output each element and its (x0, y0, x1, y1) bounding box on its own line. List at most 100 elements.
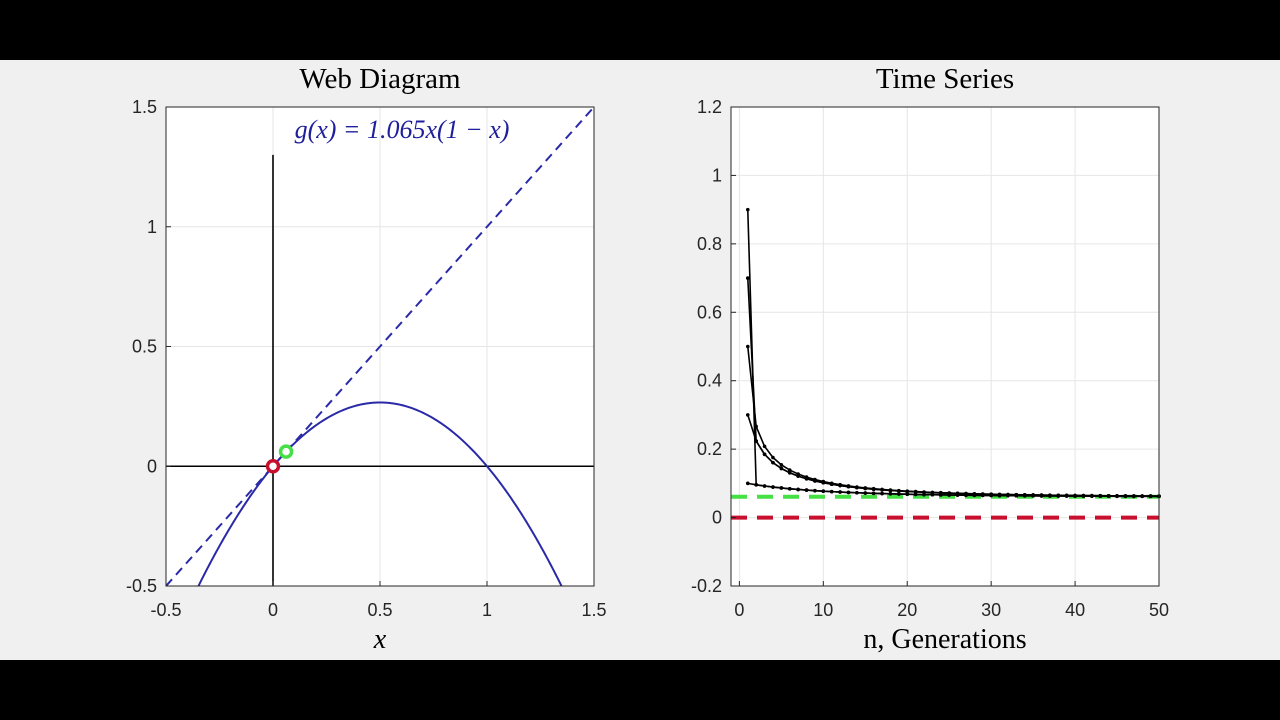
ts-x-tick-label: 30 (981, 600, 1001, 620)
orbit-point (1140, 494, 1145, 499)
web-y-tick-label: 0.5 (132, 337, 157, 357)
web-y-tick-label: 1 (147, 217, 157, 237)
orbit-point (880, 491, 884, 496)
web-x-tick-label: 0.5 (367, 600, 392, 620)
orbit-point (871, 491, 876, 496)
orbit-point (762, 452, 767, 457)
ts-y-tick-label: 0 (712, 508, 722, 528)
ts-y-tick-label: 0.6 (697, 302, 722, 322)
ts-x-tick-label: 20 (897, 600, 917, 620)
unstable-fixed-point (265, 459, 281, 474)
orbit-point (821, 489, 826, 493)
ts-plot-background (731, 107, 1159, 586)
web-x-tick-label: 1 (482, 600, 492, 620)
orbit-point (964, 493, 968, 498)
orbit-point (930, 492, 935, 497)
orbit-point (745, 276, 750, 280)
web-x-label: x (373, 624, 387, 655)
orbit-point (762, 484, 767, 488)
orbit-point (939, 493, 943, 497)
orbit-point (905, 492, 910, 497)
orbit-point (813, 488, 817, 493)
web-y-tick-label: -0.5 (126, 576, 157, 596)
map-curve (197, 401, 563, 586)
orbit-point (829, 482, 834, 487)
orbit-point (1115, 494, 1119, 499)
orbit-point (913, 490, 918, 494)
orbit-point (1123, 494, 1128, 499)
orbit-point (913, 492, 918, 497)
orbit-point (745, 481, 750, 486)
orbit-point (1098, 494, 1103, 499)
web-x-tick-label: -0.5 (150, 600, 181, 620)
orbit-point (779, 466, 784, 471)
ts-y-tick-label: 0.2 (697, 439, 722, 459)
orbit-point (997, 493, 1002, 498)
web-x-tick-label: 0 (268, 600, 278, 620)
orbit-point (1106, 494, 1111, 499)
orbit-point (888, 488, 893, 493)
web-x-tick-label: 1.5 (581, 600, 606, 620)
ts-plot-content (731, 207, 1161, 520)
orbit-point (754, 439, 758, 443)
orbit-point (838, 483, 842, 488)
orbit-point (846, 484, 851, 489)
orbit-point (1064, 494, 1069, 498)
time-series-axes: 0 10 20 30 40 50 -0.2 0 0.2 0.4 0.6 0.8 1 1.2 Time Se… (691, 63, 1169, 655)
orbit-point (1090, 494, 1094, 498)
orbit-point (1006, 493, 1010, 498)
ts-x-tick-label: 40 (1065, 600, 1085, 620)
orbit-point (821, 480, 826, 485)
orbit-point (972, 493, 977, 498)
orbit-point (922, 492, 926, 497)
orbit-point (745, 207, 750, 212)
orbit-point (771, 460, 775, 465)
orbit-point (771, 455, 775, 460)
orbit-point (897, 492, 901, 496)
web-diagram-axes: -0.5 0 0.5 1 1.5 -0.5 0 0.5 1 1.5 Web Diagram x g… (126, 63, 607, 655)
orbit-point (955, 493, 960, 497)
orbit-point (771, 485, 775, 489)
orbit-point (1073, 494, 1077, 498)
orbit-point (1031, 494, 1035, 498)
web-ticks: -0.5 0 0.5 1 1.5 -0.5 0 0.5 1 1.5 (126, 97, 607, 620)
ts-title: Time Series (876, 63, 1014, 95)
ts-y-tick-label: 0.4 (697, 371, 722, 391)
web-plot-content (166, 107, 594, 586)
orbit-point (787, 470, 792, 475)
orbit-point (754, 424, 758, 429)
orbit-point (1056, 494, 1061, 498)
ts-x-tick-label: 10 (813, 600, 833, 620)
ts-ticks: 0 10 20 30 40 50 -0.2 0 0.2 0.4 0.6 0.8 1 1.2 (691, 97, 1169, 620)
orbit-point (871, 487, 876, 492)
orbit-point (1081, 494, 1086, 498)
orbit-point (796, 487, 800, 492)
orbit-point (745, 413, 750, 417)
orbit-point (829, 489, 834, 494)
orbit-point (947, 493, 951, 497)
map-equation-annotation: g(x) = 1.065x(1 − x) (295, 115, 510, 144)
orbit-point (804, 476, 809, 481)
orbit-point (838, 490, 842, 494)
ts-x-tick-label: 50 (1149, 600, 1169, 620)
orbit-point (880, 488, 884, 492)
orbit-point (905, 489, 910, 494)
orbit-point (863, 491, 868, 495)
identity-line (166, 107, 594, 586)
orbit-point (855, 490, 859, 495)
orbit-point (888, 492, 893, 496)
web-title: Web Diagram (299, 63, 461, 95)
orbit-point (813, 479, 817, 483)
orbit-point (1039, 494, 1044, 498)
orbit-point (863, 486, 868, 491)
stable-fixed-point (278, 444, 294, 459)
ts-x-label: n, Generations (863, 624, 1026, 655)
orbit-point (779, 486, 784, 490)
ts-y-tick-label: 1 (712, 165, 722, 185)
orbit-point (846, 490, 851, 495)
ts-y-tick-label: -0.2 (691, 576, 722, 596)
ts-y-tick-label: 0.8 (697, 234, 722, 254)
orbit-point (855, 485, 859, 490)
orbit-point (1148, 494, 1153, 499)
ts-x-tick-label: 0 (734, 600, 744, 620)
